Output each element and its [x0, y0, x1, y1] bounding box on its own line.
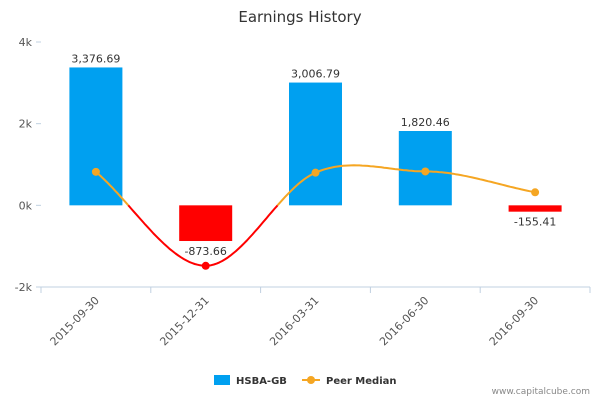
x-tick-label: 2015-09-30: [48, 294, 102, 348]
chart-title: Earnings History: [238, 8, 361, 26]
peer-median-point: [311, 168, 320, 177]
bar-series: 3,376.69 -873.66 3,006.79 1,820.46 -155.41: [69, 52, 562, 258]
bar: [508, 205, 562, 212]
x-tick-label: 2016-09-30: [487, 294, 541, 348]
legend: HSBA-GB Peer Median: [214, 375, 397, 387]
peer-median-point: [91, 167, 100, 176]
peer-median-series: [91, 164, 540, 270]
bar: [289, 82, 342, 206]
credit-text: www.capitalcube.com: [492, 387, 590, 397]
legend-swatch-hsba: [214, 375, 230, 385]
peer-median-line-segment: [95, 171, 130, 206]
legend-marker-peer-median: [307, 376, 315, 384]
peer-median-point: [421, 167, 430, 176]
data-label: 3,006.79: [291, 68, 340, 81]
bar: [179, 205, 233, 242]
peer-median-point: [531, 188, 540, 197]
data-label: 1,820.46: [401, 116, 450, 129]
x-tick-label: 2016-06-30: [377, 294, 431, 348]
peer-median-point: [201, 261, 210, 270]
data-label: 3,376.69: [71, 52, 120, 65]
legend-label-hsba: HSBA-GB: [236, 376, 287, 387]
y-tick-label: -2k: [15, 281, 33, 294]
x-axis: 2015-09-30 2015-12-31 2016-03-31 2016-06-30…: [40, 286, 591, 348]
y-tick-label: 0k: [19, 199, 33, 212]
y-tick-label: 4k: [19, 36, 33, 49]
data-label: -873.66: [184, 245, 226, 258]
y-axis: -2k 0k 2k 4k: [15, 36, 41, 294]
y-tick-label: 2k: [19, 118, 33, 131]
bar: [69, 67, 123, 206]
legend-label-peer-median: Peer Median: [326, 376, 397, 387]
data-label: -155.41: [514, 216, 556, 229]
peer-median-line-segment: [276, 164, 536, 206]
x-tick-label: 2016-03-31: [267, 294, 321, 348]
x-tick-label: 2015-12-31: [157, 294, 211, 348]
